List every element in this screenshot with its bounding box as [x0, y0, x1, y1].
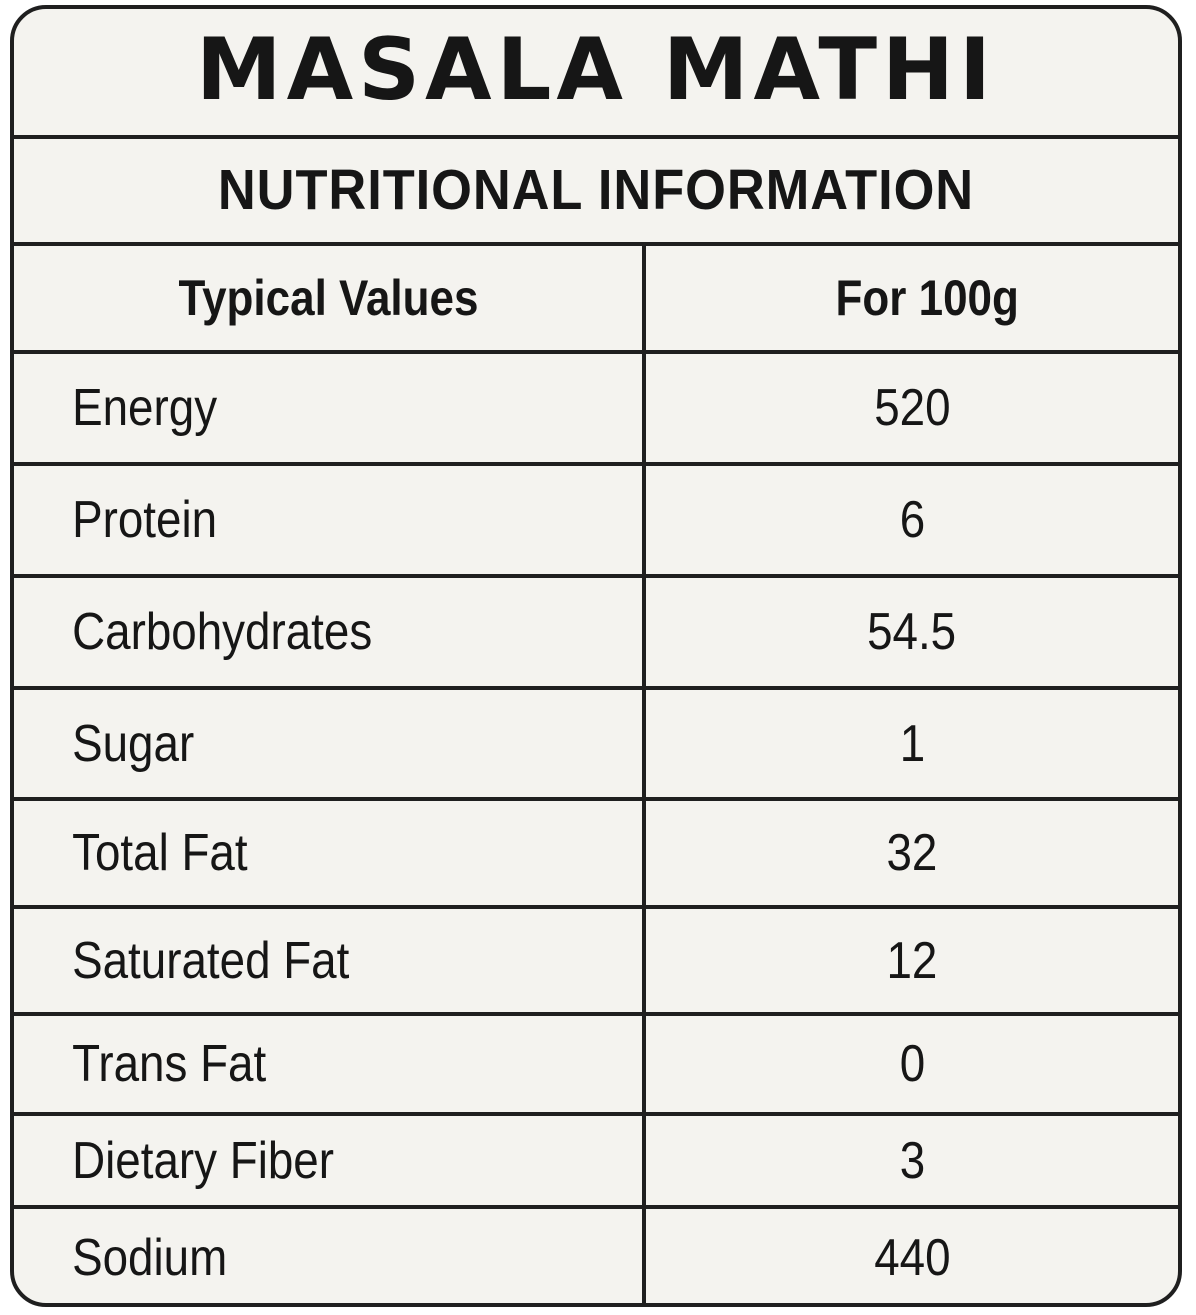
value-cell: 0: [646, 1016, 1178, 1112]
nutrient-value: 0: [899, 1035, 925, 1093]
table-row: Carbohydrates 54.5: [14, 578, 1178, 690]
value-cell: 1: [646, 690, 1178, 797]
nutrient-cell: Protein: [14, 466, 646, 574]
nutrient-name: Saturated Fat: [72, 931, 350, 990]
table-row: Energy 520: [14, 354, 1178, 466]
nutrient-name: Carbohydrates: [72, 603, 373, 661]
value-cell: 32: [646, 801, 1178, 905]
nutrient-name: Trans Fat: [72, 1035, 267, 1093]
title-row: MASALA MATHI: [14, 9, 1178, 139]
value-cell: 54.5: [646, 578, 1178, 686]
product-title: MASALA MATHI: [195, 20, 997, 120]
nutrient-value: 6: [899, 491, 925, 549]
nutrient-value: 32: [886, 824, 938, 882]
section-title: NUTRITIONAL INFORMATION: [217, 158, 975, 222]
table-row: Saturated Fat 12: [14, 909, 1178, 1016]
nutrient-value: 1: [899, 714, 925, 773]
value-cell: 440: [646, 1209, 1178, 1303]
table-row: Sodium 440: [14, 1209, 1178, 1303]
nutrient-cell: Dietary Fiber: [14, 1116, 646, 1205]
nutrient-name: Sugar: [72, 714, 195, 773]
nutrient-value: 3: [899, 1131, 925, 1190]
nutrient-cell: Saturated Fat: [14, 909, 646, 1012]
nutrient-name: Total Fat: [72, 824, 248, 882]
nutrition-table: Typical Values For 100g Energy 520 Prote…: [14, 246, 1178, 1303]
header-cell-typical-values: Typical Values: [14, 246, 646, 350]
nutrient-value: 12: [886, 931, 938, 990]
nutrient-name: Energy: [72, 379, 218, 437]
column-header-label: For 100g: [835, 270, 1019, 326]
value-cell: 12: [646, 909, 1178, 1012]
subtitle-row: NUTRITIONAL INFORMATION: [14, 139, 1178, 246]
nutrient-cell: Sugar: [14, 690, 646, 797]
nutrient-cell: Energy: [14, 354, 646, 462]
nutrient-name: Sodium: [72, 1229, 228, 1287]
nutrient-name: Dietary Fiber: [72, 1131, 335, 1190]
nutrition-label: MASALA MATHI NUTRITIONAL INFORMATION Typ…: [10, 5, 1182, 1307]
nutrient-value: 440: [873, 1229, 951, 1287]
table-row: Dietary Fiber 3: [14, 1116, 1178, 1209]
nutrient-cell: Trans Fat: [14, 1016, 646, 1112]
nutrient-value: 520: [873, 379, 951, 437]
table-row: Protein 6: [14, 466, 1178, 578]
table-header-row: Typical Values For 100g: [14, 246, 1178, 354]
table-row: Sugar 1: [14, 690, 1178, 801]
nutrient-cell: Sodium: [14, 1209, 646, 1303]
column-header-label: Typical Values: [177, 270, 478, 326]
header-cell-per-100g: For 100g: [646, 246, 1178, 350]
nutrient-cell: Carbohydrates: [14, 578, 646, 686]
value-cell: 6: [646, 466, 1178, 574]
nutrient-cell: Total Fat: [14, 801, 646, 905]
nutrient-name: Protein: [72, 491, 218, 549]
value-cell: 520: [646, 354, 1178, 462]
value-cell: 3: [646, 1116, 1178, 1205]
table-row: Trans Fat 0: [14, 1016, 1178, 1116]
table-row: Total Fat 32: [14, 801, 1178, 909]
nutrient-value: 54.5: [867, 603, 957, 661]
